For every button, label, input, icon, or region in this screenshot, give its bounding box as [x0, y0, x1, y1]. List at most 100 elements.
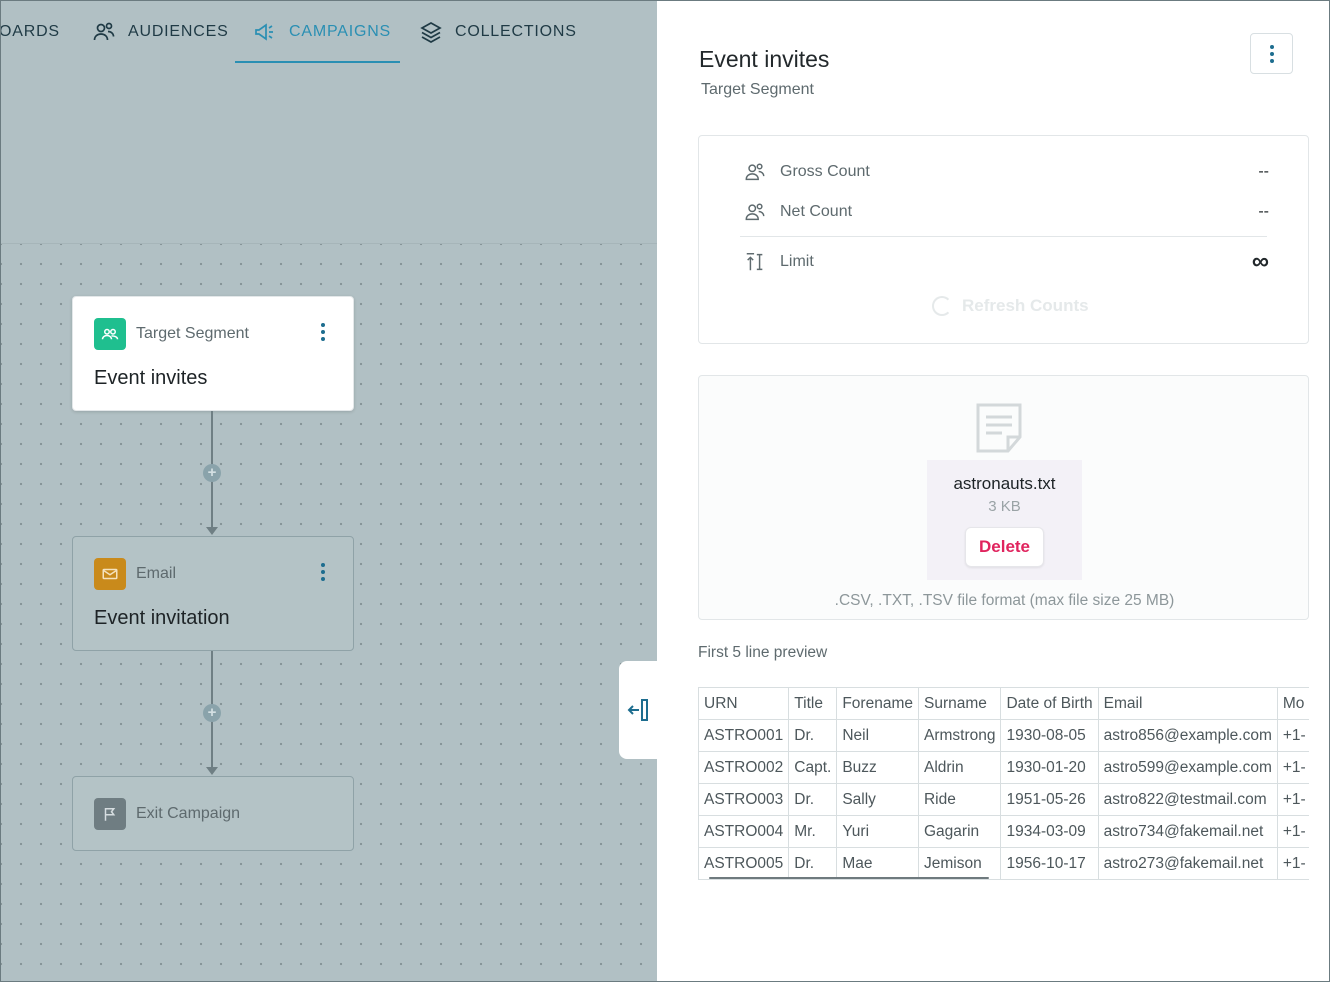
node-title: Event invites: [94, 367, 208, 389]
nav-item-collections[interactable]: COLLECTIONS: [419, 1, 577, 63]
node-type-label: Target Segment: [136, 325, 249, 342]
table-cell: ASTRO004: [698, 815, 790, 848]
connector-arrow: [206, 527, 218, 535]
table-row: ASTRO004 Mr. Yuri Gagarin 1934-03-09 ast…: [698, 815, 1309, 848]
nav-item-label: OARDS: [0, 23, 60, 40]
add-step-icon[interactable]: +: [203, 704, 221, 722]
workflow-node-exit-campaign[interactable]: Exit Campaign: [72, 776, 354, 851]
nav-item-dashboards[interactable]: OARDS: [0, 1, 60, 63]
panel-more-button[interactable]: [1250, 33, 1293, 74]
column-header: Date of Birth: [1000, 687, 1099, 720]
limit-icon: [746, 253, 763, 271]
panel-title: Event invites: [699, 46, 830, 72]
envelope-icon: [94, 558, 126, 590]
refresh-counts-label: Refresh Counts: [962, 296, 1089, 315]
counts-card: Gross Count -- Net Count -- Limit ∞ Refr…: [698, 135, 1309, 344]
node-more-icon[interactable]: [315, 561, 331, 585]
column-header: Surname: [917, 687, 1002, 720]
column-header: Forename: [836, 687, 919, 720]
table-cell: Buzz: [836, 751, 919, 784]
table-cell: ASTRO001: [698, 719, 790, 752]
panel-subtitle: Target Segment: [701, 81, 814, 98]
table-cell: Mae: [836, 847, 919, 880]
audience-icon: [94, 318, 126, 350]
nav-item-label: AUDIENCES: [128, 23, 229, 40]
table-cell: Yuri: [836, 815, 919, 848]
node-type-label: Email: [136, 565, 177, 582]
column-header: Email: [1097, 687, 1278, 720]
table-row: ASTRO005 Dr. Mae Jemison 1956-10-17 astr…: [698, 847, 1309, 880]
file-format-hint: .CSV, .TXT, .TSV file format (max file s…: [834, 592, 1175, 609]
collapse-panel-icon: [627, 699, 648, 721]
table-cell: +1-: [1276, 719, 1309, 752]
workflow-node-target-segment[interactable]: Target Segment Event invites: [72, 296, 354, 411]
table-cell: Armstrong: [917, 719, 1002, 752]
file-upload-area[interactable]: astronauts.txt 3 KB Delete .CSV, .TXT, .…: [698, 375, 1309, 620]
table-header-row: URN Title Forename Surname Date of Birth…: [698, 687, 1309, 720]
table-cell: Capt.: [788, 751, 838, 784]
column-header: URN: [698, 687, 790, 720]
table-cell: astro822@testmail.com: [1097, 783, 1278, 816]
table-row: ASTRO001 Dr. Neil Armstrong 1930-08-05 a…: [698, 719, 1309, 752]
table-cell: 1951-05-26: [1000, 783, 1099, 816]
nav-item-audiences[interactable]: AUDIENCES: [92, 1, 229, 63]
table-cell: ASTRO005: [698, 847, 790, 880]
net-count-row: Net Count --: [744, 200, 1269, 224]
nav-item-label: COLLECTIONS: [455, 23, 577, 40]
net-count-label: Net Count: [780, 203, 853, 220]
collapse-panel-button[interactable]: [619, 661, 657, 759]
gross-count-value: --: [1258, 163, 1269, 180]
uploaded-file-card: astronauts.txt 3 KB Delete: [927, 460, 1082, 580]
document-icon: [976, 403, 1022, 453]
top-navigation: OARDS AUDIENCES CAMPAIGNS COLLECTIONS: [1, 1, 657, 63]
table-cell: +1-: [1276, 783, 1309, 816]
gross-count-label: Gross Count: [780, 163, 870, 180]
horizontal-scrollbar[interactable]: [709, 877, 989, 879]
node-more-icon[interactable]: [315, 321, 331, 345]
connector-arrow: [206, 767, 218, 775]
table-cell: +1-: [1276, 751, 1309, 784]
divider: [1, 243, 657, 244]
add-step-icon[interactable]: +: [203, 464, 221, 482]
table-cell: 1930-01-20: [1000, 751, 1099, 784]
table-cell: ASTRO003: [698, 783, 790, 816]
table-cell: Mr.: [788, 815, 838, 848]
table-cell: Neil: [836, 719, 919, 752]
divider: [740, 236, 1267, 237]
limit-label: Limit: [780, 253, 814, 270]
refresh-counts-button[interactable]: Refresh Counts: [932, 296, 1089, 316]
table-cell: +1-: [1276, 815, 1309, 848]
table-cell: Aldrin: [917, 751, 1002, 784]
workflow-node-email[interactable]: Email Event invitation: [72, 536, 354, 651]
gross-count-row: Gross Count --: [744, 160, 1269, 184]
table-cell: 1934-03-09: [1000, 815, 1099, 848]
column-header: Mo: [1276, 687, 1309, 720]
table-cell: astro273@fakemail.net: [1097, 847, 1278, 880]
column-header: Title: [788, 687, 838, 720]
details-panel: Event invites Target Segment Gross Count…: [657, 0, 1330, 982]
workflow-canvas: OARDS AUDIENCES CAMPAIGNS COLLECTIONS: [0, 0, 657, 982]
table-row: ASTRO003 Dr. Sally Ride 1951-05-26 astro…: [698, 783, 1309, 816]
net-count-value: --: [1258, 203, 1269, 220]
table-cell: 1930-08-05: [1000, 719, 1099, 752]
delete-file-button[interactable]: Delete: [965, 527, 1044, 567]
file-size: 3 KB: [988, 498, 1021, 515]
table-cell: astro734@fakemail.net: [1097, 815, 1278, 848]
table-cell: Dr.: [788, 783, 838, 816]
preview-label: First 5 line preview: [698, 644, 828, 661]
table-cell: +1-: [1276, 847, 1309, 880]
limit-value: ∞: [1251, 248, 1269, 275]
spinner-icon: [932, 296, 952, 316]
table-cell: Dr.: [788, 847, 838, 880]
preview-table: URN Title Forename Surname Date of Birth…: [698, 687, 1309, 880]
audiences-icon: [93, 22, 115, 41]
node-title: Event invitation: [94, 607, 230, 629]
table-cell: astro599@example.com: [1097, 751, 1278, 784]
preview-table-container[interactable]: URN Title Forename Surname Date of Birth…: [698, 687, 1309, 883]
node-type-label: Exit Campaign: [136, 805, 241, 822]
table-cell: ASTRO002: [698, 751, 790, 784]
active-tab-indicator: [235, 61, 400, 63]
table-cell: astro856@example.com: [1097, 719, 1278, 752]
table-cell: Gagarin: [917, 815, 1002, 848]
nav-item-campaigns[interactable]: CAMPAIGNS: [253, 1, 391, 63]
